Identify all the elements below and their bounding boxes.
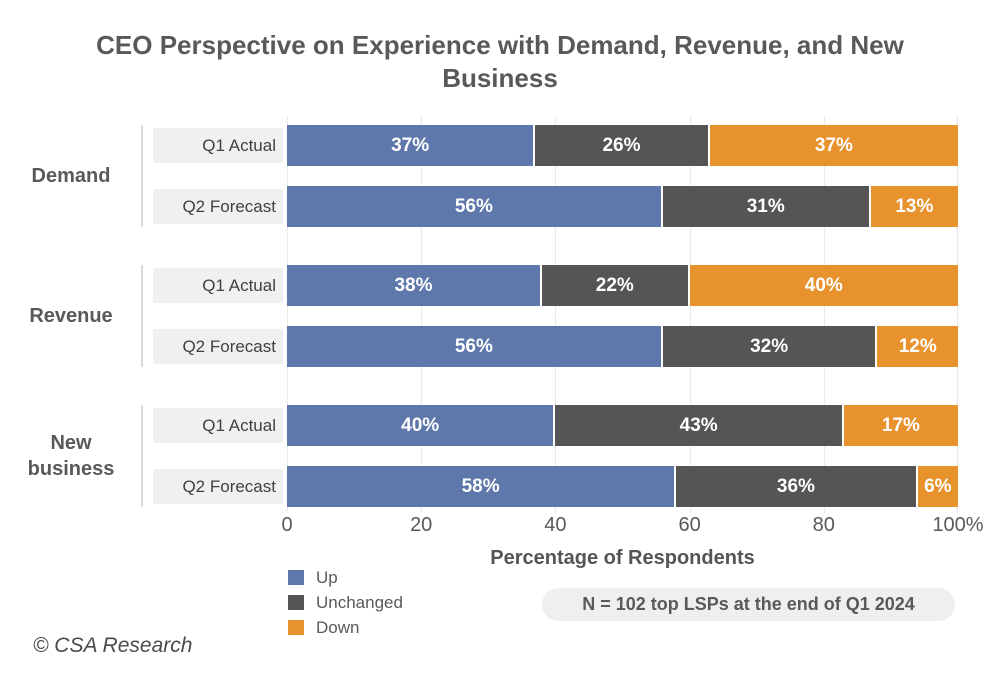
bar-value-label: 36%	[776, 475, 815, 497]
gridline-60	[689, 116, 691, 513]
row-label: Q1 Actual	[153, 128, 283, 163]
bar-segment-down: 17%	[843, 405, 958, 446]
bar-value-label: 22%	[595, 274, 634, 296]
bar-segment-down: 40%	[689, 265, 958, 306]
gridline-0	[287, 116, 288, 513]
x-tick-label: 20	[410, 514, 433, 536]
bar-value-label: 13%	[895, 195, 934, 217]
x-tick-label: 60	[678, 514, 701, 536]
bar-segment-up: 38%	[287, 265, 542, 306]
gridline-40	[555, 116, 557, 513]
legend-item-up: Up	[288, 567, 403, 587]
bar-value-label: 38%	[394, 274, 433, 296]
bar-segment-unchanged: 36%	[676, 466, 918, 507]
x-tick-label: 100%	[932, 514, 984, 536]
bar-row-revenue-q2-forecast: Q2 Forecast 56% 32% 12%	[0, 326, 1000, 367]
bar-segment-down: 6%	[917, 466, 958, 507]
bar-segment-up: 40%	[287, 405, 556, 446]
row-label: Q1 Actual	[153, 408, 283, 443]
group-divider	[141, 125, 143, 227]
x-axis-title: Percentage of Respondents	[490, 547, 755, 569]
row-label: Q1 Actual	[153, 268, 283, 303]
bar-value-label: 37%	[814, 134, 853, 156]
gridline-100	[957, 116, 958, 513]
legend-label: Up	[316, 567, 338, 587]
bar-segment-up: 37%	[287, 125, 536, 166]
stacked-bar: 37% 26% 37%	[287, 125, 958, 166]
bar-segment-unchanged: 22%	[541, 265, 690, 306]
x-tick-label: 0	[281, 514, 293, 536]
row-label: Q2 Forecast	[153, 329, 283, 364]
bar-value-label: 40%	[401, 414, 440, 436]
bar-segment-unchanged: 43%	[555, 405, 844, 446]
legend-swatch-up	[288, 570, 304, 585]
bar-value-label: 58%	[461, 475, 500, 497]
group-divider	[141, 265, 143, 367]
bar-segment-up: 56%	[287, 326, 663, 367]
bar-row-new-business-q1-actual: Q1 Actual 40% 43% 17%	[0, 405, 1000, 446]
x-axis: 0 20 40 60 80 100%	[281, 514, 983, 540]
x-tick-label: 40	[544, 514, 567, 536]
legend: Up Unchanged Down	[288, 567, 403, 645]
bar-value-label: 32%	[750, 335, 789, 357]
category-label-demand: Demand	[31, 165, 111, 187]
legend-label: Unchanged	[316, 592, 403, 612]
legend-item-down: Down	[288, 617, 403, 637]
x-tick-label: 80	[812, 514, 835, 536]
bar-value-label: 26%	[602, 134, 641, 156]
bar-segment-unchanged: 31%	[662, 186, 871, 227]
stacked-bar: 58% 36% 6%	[287, 466, 958, 507]
sample-size-note: N = 102 top LSPs at the end of Q1 2024	[542, 588, 955, 621]
bar-segment-unchanged: 26%	[535, 125, 710, 166]
legend-swatch-unchanged	[288, 595, 304, 610]
legend-label: Down	[316, 617, 360, 637]
row-label: Q2 Forecast	[153, 189, 283, 224]
chart-title: CEO Perspective on Experience with Deman…	[96, 30, 904, 93]
stacked-bar: 56% 32% 12%	[287, 326, 958, 367]
bar-row-demand-q1-actual: Q1 Actual 37% 26% 37%	[0, 125, 1000, 166]
bar-segment-down: 13%	[870, 186, 958, 227]
bar-row-revenue-q1-actual: Q1 Actual 38% 22% 40%	[0, 265, 1000, 306]
bar-segment-up: 56%	[287, 186, 663, 227]
stacked-bar: 40% 43% 17%	[287, 405, 958, 446]
legend-item-unchanged: Unchanged	[288, 592, 403, 612]
bar-value-label: 43%	[679, 414, 718, 436]
bar-value-label: 31%	[746, 195, 785, 217]
bar-value-label: 56%	[454, 195, 493, 217]
bar-value-label: 12%	[898, 335, 937, 357]
bar-segment-down: 12%	[877, 326, 958, 367]
category-label-revenue: Revenue	[29, 305, 113, 327]
row-label: Q2 Forecast	[153, 469, 283, 504]
bar-segment-unchanged: 32%	[662, 326, 878, 367]
bar-value-label: 40%	[804, 274, 843, 296]
bar-row-new-business-q2-forecast: Q2 Forecast 58% 36% 6%	[0, 466, 1000, 507]
bar-value-label: 6%	[924, 475, 952, 497]
bar-value-label: 56%	[454, 335, 493, 357]
bar-segment-up: 58%	[287, 466, 677, 507]
stacked-bar: 56% 31% 13%	[287, 186, 958, 227]
bar-value-label: 17%	[881, 414, 920, 436]
gridline-80	[823, 116, 825, 513]
stacked-bar: 38% 22% 40%	[287, 265, 958, 306]
category-label-new-business: New business	[27, 432, 115, 480]
bar-row-demand-q2-forecast: Q2 Forecast 56% 31% 13%	[0, 186, 1000, 227]
legend-swatch-down	[288, 620, 304, 635]
gridline-20	[421, 116, 423, 513]
bar-segment-down: 37%	[709, 125, 958, 166]
plot-gridlines	[287, 116, 958, 513]
copyright-footer: © CSA Research	[33, 634, 193, 657]
bar-value-label: 37%	[391, 134, 430, 156]
group-divider	[141, 405, 143, 507]
